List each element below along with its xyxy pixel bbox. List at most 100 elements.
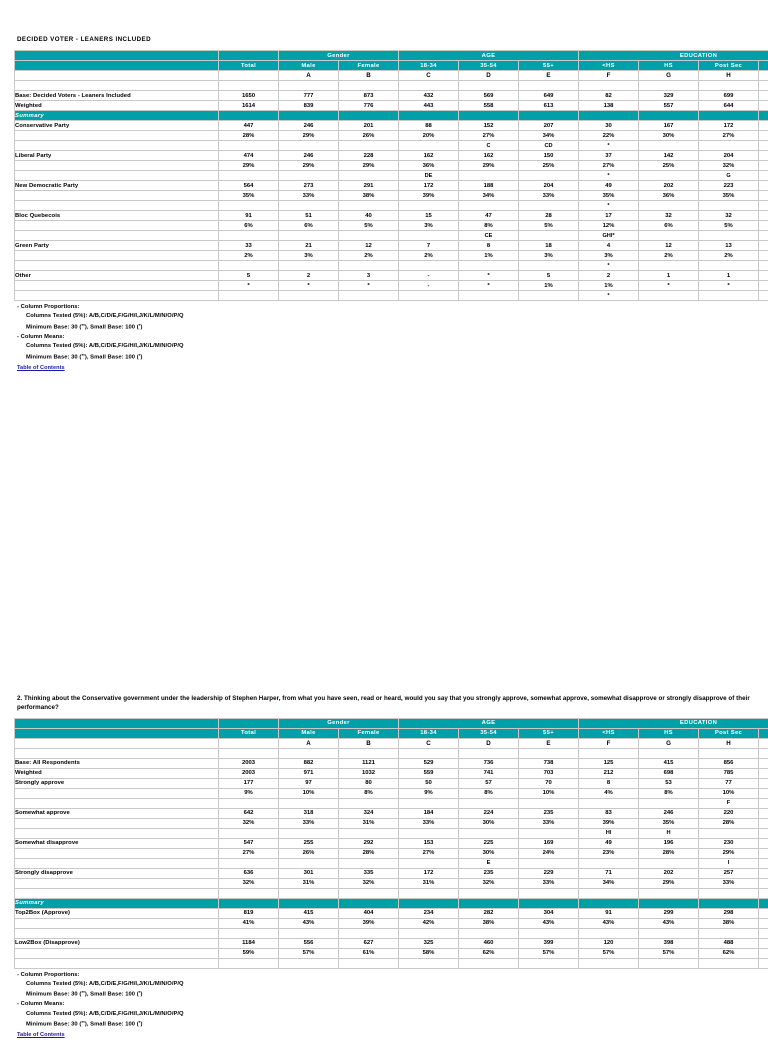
percent-cell: 32% bbox=[219, 878, 279, 888]
count-cell: 220 bbox=[699, 808, 759, 818]
percent-cell: 33% bbox=[279, 191, 339, 201]
banner-column-univ-grad: Univ Grad bbox=[759, 728, 768, 738]
banner-group-blank bbox=[219, 718, 279, 728]
count-cell: 224 bbox=[459, 808, 519, 818]
significance-cell bbox=[219, 201, 279, 211]
table-of-contents-link[interactable]: Table of Contents bbox=[17, 364, 65, 373]
banner-column-blank bbox=[15, 61, 219, 71]
significance-cell bbox=[399, 888, 459, 898]
significance-cell bbox=[699, 888, 759, 898]
table-row-new-democratic-party-significance: * bbox=[15, 201, 768, 211]
significance-cell bbox=[759, 201, 768, 211]
banner-group-blank bbox=[15, 718, 219, 728]
percent-cell: 32% bbox=[699, 161, 759, 171]
spacer-cell bbox=[519, 748, 579, 758]
row-label: New Democratic Party bbox=[15, 181, 219, 191]
percent-cell: 4% bbox=[579, 788, 639, 798]
row-label-blank bbox=[15, 281, 219, 291]
percent-cell: 10% bbox=[519, 788, 579, 798]
row-label-blank bbox=[15, 291, 219, 301]
significance-cell bbox=[219, 928, 279, 938]
row-label-blank bbox=[15, 261, 219, 271]
percent-cell: 22% bbox=[579, 131, 639, 141]
percent-cell: 39% bbox=[339, 918, 399, 928]
significance-cell bbox=[399, 141, 459, 151]
count-cell: 223 bbox=[699, 181, 759, 191]
significance-cell bbox=[759, 928, 768, 938]
count-cell: 8 bbox=[459, 241, 519, 251]
spacer-cell bbox=[579, 81, 639, 91]
data-cell: 703 bbox=[519, 768, 579, 778]
percent-cell: 5% bbox=[699, 221, 759, 231]
count-cell: 202 bbox=[639, 181, 699, 191]
row-label-blank bbox=[15, 928, 219, 938]
count-cell: 257 bbox=[699, 868, 759, 878]
table-row-low2box-disapprove-significance bbox=[15, 958, 768, 968]
footnote-proportions-base: Minimum Base: 30 (**), Small Base: 100 (… bbox=[17, 322, 758, 333]
significance-cell bbox=[399, 858, 459, 868]
data-cell: 873 bbox=[339, 91, 399, 101]
banner-column-hs: <HS bbox=[579, 61, 639, 71]
column-letter-g: G bbox=[639, 71, 699, 81]
spacer-cell bbox=[759, 81, 768, 91]
significance-cell bbox=[759, 958, 768, 968]
data-cell: 443 bbox=[399, 101, 459, 111]
count-cell: 246 bbox=[279, 121, 339, 131]
data-cell: 415 bbox=[639, 758, 699, 768]
count-cell: 335 bbox=[339, 868, 399, 878]
summary-band-cell bbox=[759, 898, 768, 908]
count-cell: 282 bbox=[459, 908, 519, 918]
percent-cell: 25% bbox=[519, 161, 579, 171]
significance-cell bbox=[579, 858, 639, 868]
row-label-blank bbox=[15, 798, 219, 808]
significance-cell bbox=[579, 798, 639, 808]
count-cell: 172 bbox=[399, 868, 459, 878]
table-row-green-party-significance: * bbox=[15, 261, 768, 271]
percent-cell: 31% bbox=[279, 878, 339, 888]
significance-cell bbox=[279, 141, 339, 151]
banner-column-post-sec: Post Sec bbox=[699, 728, 759, 738]
significance-cell bbox=[219, 888, 279, 898]
row-label-blank bbox=[15, 131, 219, 141]
banner-group-education: EDUCATION bbox=[579, 51, 768, 61]
significance-cell bbox=[639, 858, 699, 868]
summary-band-cell bbox=[519, 898, 579, 908]
table-row-somewhat-disapprove-percent: 27%26%28%27%30%24%23%28%29%23% bbox=[15, 848, 768, 858]
data-cell: 569 bbox=[459, 91, 519, 101]
significance-cell: HI bbox=[579, 828, 639, 838]
significance-cell bbox=[579, 928, 639, 938]
data-cell: 644 bbox=[699, 101, 759, 111]
data-cell: 212 bbox=[579, 768, 639, 778]
count-cell: 167 bbox=[639, 121, 699, 131]
count-cell: 636 bbox=[219, 868, 279, 878]
count-cell: 642 bbox=[219, 808, 279, 818]
count-cell: 97 bbox=[279, 778, 339, 788]
count-cell: 50 bbox=[399, 778, 459, 788]
table-of-contents-link[interactable]: Table of Contents bbox=[17, 1031, 65, 1040]
spacer-cell bbox=[399, 81, 459, 91]
table-row-conservative-party-percent: 28%29%26%20%27%34%22%30%27%28% bbox=[15, 131, 768, 141]
spacer-cell bbox=[639, 81, 699, 91]
banner-group-blank bbox=[15, 51, 219, 61]
count-cell: 51 bbox=[279, 211, 339, 221]
table-row-green-party-percent: 2%3%2%2%1%3%3%2%2%2% bbox=[15, 251, 768, 261]
row-label-blank bbox=[15, 171, 219, 181]
significance-cell bbox=[759, 261, 768, 271]
percent-cell: 33% bbox=[279, 818, 339, 828]
significance-cell: GHI* bbox=[579, 231, 639, 241]
percent-cell: 28% bbox=[699, 818, 759, 828]
significance-cell bbox=[699, 261, 759, 271]
significance-cell bbox=[219, 828, 279, 838]
footnote-means-tested: Columns Tested (5%): A/B,C/D/E,F/G/H/I,J… bbox=[17, 1010, 758, 1019]
data-cell: 2003 bbox=[219, 758, 279, 768]
column-letter-f: F bbox=[579, 738, 639, 748]
percent-cell: 12% bbox=[579, 221, 639, 231]
percent-cell: 38% bbox=[699, 918, 759, 928]
spacer-cell bbox=[699, 81, 759, 91]
percent-cell: 23% bbox=[759, 848, 768, 858]
banner-column-female: Female bbox=[339, 61, 399, 71]
data-cell: 558 bbox=[459, 101, 519, 111]
